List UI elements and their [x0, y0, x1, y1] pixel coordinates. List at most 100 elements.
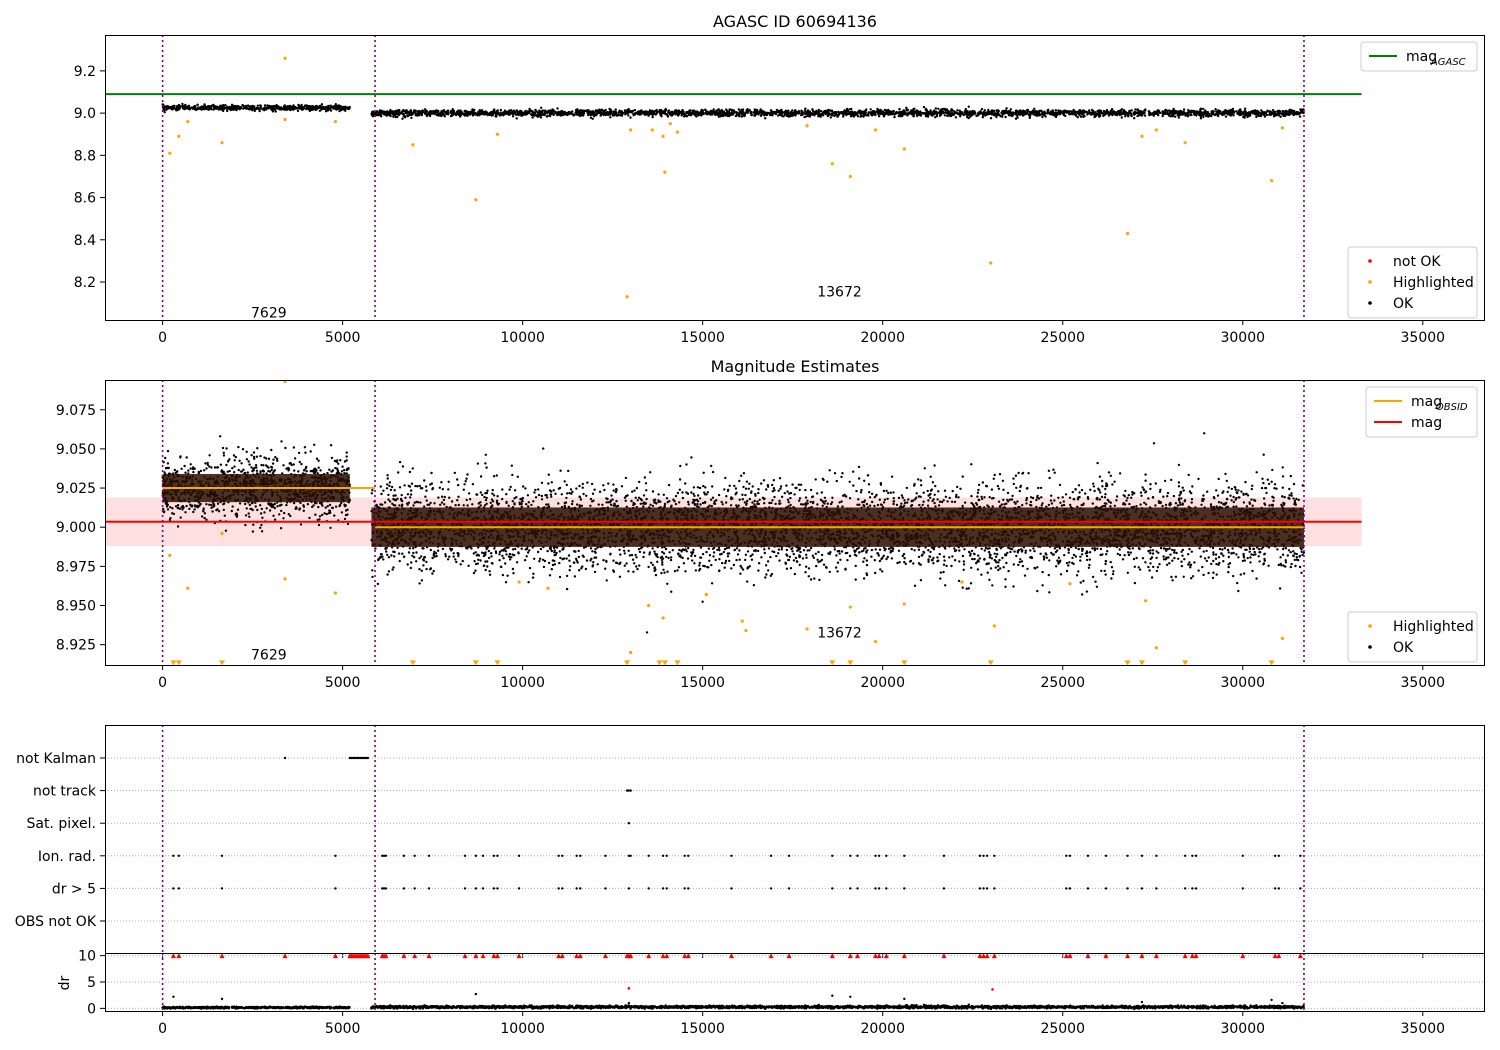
data-point-ok	[260, 507, 263, 511]
data-point-ok	[340, 511, 344, 514]
data-point-ok	[1116, 111, 1120, 114]
data-point-ok	[621, 111, 625, 115]
data-point-ok	[1155, 550, 1158, 553]
data-point-ok	[413, 109, 416, 113]
data-point-ok	[542, 113, 545, 117]
data-point-ok	[315, 108, 318, 111]
data-point-ok	[510, 464, 513, 467]
data-point-ok	[1096, 109, 1099, 113]
data-point-ok	[387, 556, 391, 559]
data-point-ok	[821, 111, 825, 115]
data-point-ok	[710, 111, 714, 114]
panel-agasc-title: AGASC ID 60694136	[713, 12, 877, 31]
data-point-ok	[966, 115, 969, 119]
data-point-ok	[1120, 116, 1124, 119]
data-point-ok	[549, 109, 553, 113]
data-point-ok	[939, 113, 942, 117]
data-point-ok	[410, 111, 414, 114]
data-point-ok	[692, 112, 696, 116]
data-point-ok	[627, 107, 630, 111]
data-point-ok	[307, 106, 310, 109]
data-point-ok	[182, 107, 185, 110]
data-point-ok	[302, 509, 305, 512]
data-point-ok	[808, 115, 812, 118]
data-point-ok	[887, 113, 890, 116]
data-point-ok	[862, 560, 865, 563]
data-point-ok	[937, 107, 940, 111]
legend-label: Highlighted	[1393, 275, 1474, 291]
data-point-ok	[607, 113, 610, 117]
data-point-ok	[1028, 113, 1031, 117]
data-point-ok	[338, 504, 341, 508]
data-point-ok	[271, 462, 275, 465]
data-point-ok	[224, 104, 227, 107]
data-point-ok	[296, 109, 300, 113]
data-point-ok	[629, 116, 632, 119]
legend-dot-swatch	[1368, 259, 1372, 263]
data-point-ok	[256, 104, 259, 107]
data-point-ok	[272, 505, 275, 508]
data-point-ok	[1004, 109, 1008, 112]
data-point-ok	[815, 109, 818, 113]
data-point-ok	[1265, 113, 1269, 117]
data-point-ok	[1202, 111, 1206, 114]
panel-agasc: AGASC ID 60694136 0 5000 10000 15000 20000 25…	[74, 12, 1485, 346]
data-point-ok	[304, 451, 307, 454]
data-point-ok	[231, 467, 234, 470]
data-point-ok	[498, 114, 501, 117]
data-point-ok	[512, 109, 516, 113]
data-point-ok	[309, 450, 312, 453]
data-point-ok	[305, 107, 308, 111]
data-point-ok	[279, 527, 283, 530]
data-point-ok	[857, 111, 861, 114]
data-point-ok	[473, 560, 476, 563]
data-point-ok	[205, 518, 208, 521]
data-point-highlighted	[495, 132, 500, 136]
data-point-ok	[463, 483, 466, 486]
data-point-ok	[526, 112, 529, 115]
data-point-ok	[489, 112, 492, 115]
data-point-ok	[295, 507, 298, 510]
data-point-ok	[811, 108, 814, 111]
data-point-ok	[169, 517, 172, 520]
data-point-ok	[598, 108, 601, 111]
data-point-ok	[247, 460, 250, 463]
data-point-ok	[463, 109, 466, 113]
data-point-ok	[1175, 110, 1178, 113]
data-point-ok	[310, 107, 313, 110]
data-point-ok	[204, 462, 207, 465]
data-point-ok	[548, 114, 552, 118]
data-point-ok	[329, 511, 332, 514]
data-point-ok	[971, 109, 974, 113]
data-point-ok	[292, 463, 295, 466]
data-point-ok	[1195, 114, 1198, 117]
data-point-ok	[185, 456, 188, 459]
data-point-ok	[436, 110, 439, 113]
data-point-ok	[517, 113, 520, 117]
data-point-ok	[298, 508, 301, 511]
data-point-ok	[824, 109, 827, 113]
data-point-ok	[420, 110, 424, 113]
data-point-ok	[230, 509, 233, 513]
data-point-ok	[219, 435, 222, 438]
data-point-ok	[552, 113, 555, 116]
data-point-ok	[1028, 115, 1032, 119]
data-point-ok	[316, 106, 319, 109]
data-point-ok	[425, 113, 428, 116]
data-point-ok	[569, 112, 572, 115]
data-point-ok	[830, 113, 833, 116]
data-point-ok	[314, 471, 317, 474]
data-point-ok	[1102, 112, 1105, 116]
data-point-ok	[1272, 112, 1275, 116]
data-point-ok	[1046, 109, 1049, 112]
data-point-ok	[636, 112, 640, 116]
data-point-ok	[948, 113, 952, 116]
data-point-ok	[1033, 107, 1036, 111]
data-point-ok	[261, 516, 264, 519]
data-point-ok	[280, 503, 283, 506]
data-point-ok	[1034, 112, 1037, 115]
data-point-ok	[1243, 116, 1246, 119]
data-point-ok	[791, 111, 794, 115]
data-point-ok	[338, 109, 341, 113]
data-point-ok	[323, 512, 326, 515]
